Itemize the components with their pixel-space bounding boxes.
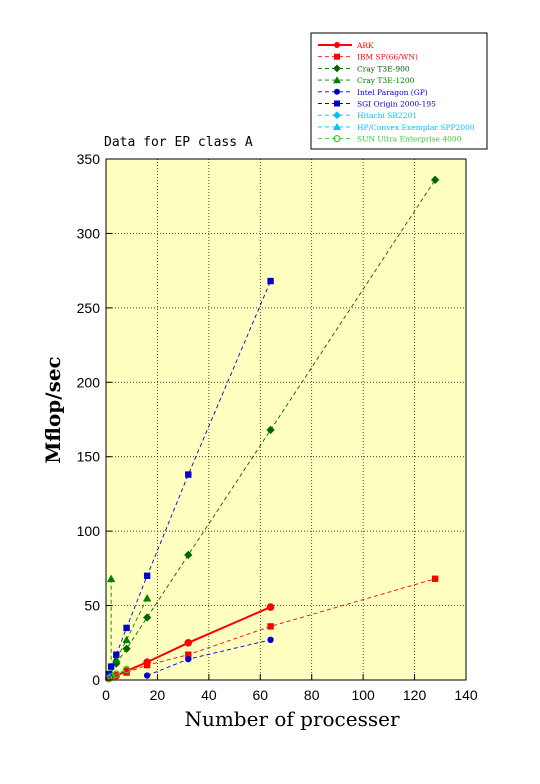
data-point — [267, 636, 274, 644]
legend-label: Hitachi SR2201 — [357, 111, 417, 120]
axis-ticks: 0 20 40 60 80 100 120 140 0 50 100 150 200 250 300 350 — [77, 151, 478, 703]
legend-label: ARK — [356, 41, 374, 50]
legend-item: HP/Convex Exemplar SPP2000 — [318, 123, 475, 132]
legend-item: SGI Origin 2000-195 — [318, 100, 436, 109]
legend-label: IBM SP(66/WN) — [357, 53, 418, 62]
legend-marker — [333, 64, 341, 73]
legend-marker — [334, 100, 340, 107]
x-tick-label: 120 — [403, 687, 427, 703]
data-point — [142, 593, 152, 602]
legend-label: Intel Paragon (GP) — [357, 88, 428, 97]
legend: ARK IBM SP(66/WN) Cray T3E-900 Cray T3E-120… — [310, 32, 488, 150]
series-line — [115, 179, 436, 664]
legend-marker — [333, 76, 341, 84]
x-tick-label: 80 — [304, 687, 320, 703]
legend-label: SGI Origin 2000-195 — [357, 100, 436, 109]
data-point — [123, 624, 130, 632]
data-point — [185, 651, 192, 658]
y-axis-label: Mflop/sec — [41, 356, 65, 463]
data-point — [431, 575, 439, 582]
legend-marker — [333, 111, 341, 120]
legend-label: HP/Convex Exemplar SPP2000 — [357, 123, 475, 132]
data-point — [143, 572, 151, 579]
grid-lines — [106, 159, 466, 680]
x-tick-label: 140 — [454, 687, 478, 703]
series-8 — [104, 665, 131, 683]
x-tick-label: 100 — [351, 687, 375, 703]
y-tick-label: 50 — [84, 598, 100, 614]
legend-label: SUN Ultra Enterprise 4000 — [357, 135, 462, 144]
data-point — [112, 670, 121, 678]
plot-frame — [105, 158, 467, 681]
series-line — [108, 669, 127, 679]
legend-items: ARK IBM SP(66/WN) Cray T3E-900 Cray T3E-120… — [318, 41, 475, 144]
series-layer — [104, 175, 440, 683]
data-point — [142, 613, 152, 622]
legend-item: Intel Paragon (GP) — [318, 88, 428, 97]
data-point — [430, 175, 440, 184]
legend-marker — [334, 53, 340, 60]
legend-item: Cray T3E-900 — [318, 64, 410, 73]
data-point — [122, 635, 131, 644]
chart-title: Data for EP class A — [104, 135, 253, 150]
x-tick-label: 60 — [252, 687, 268, 703]
data-point — [143, 672, 151, 679]
legend-item: ARK — [318, 41, 374, 50]
x-tick-label: 20 — [150, 687, 166, 703]
legend-item: SUN Ultra Enterprise 4000 — [318, 135, 462, 144]
y-tick-label: 0 — [92, 672, 100, 688]
data-point — [185, 655, 192, 663]
legend-marker — [334, 42, 340, 48]
y-tick-label: 100 — [77, 523, 101, 539]
data-point — [267, 623, 274, 630]
data-point — [266, 425, 275, 435]
series-line — [110, 578, 148, 675]
y-tick-label: 250 — [77, 300, 101, 316]
data-point — [143, 661, 151, 669]
legend-marker — [333, 135, 341, 143]
y-tick-label: 150 — [77, 449, 101, 465]
x-tick-label: 40 — [201, 687, 217, 703]
data-point — [184, 638, 193, 647]
data-point — [122, 644, 131, 653]
data-point — [266, 603, 275, 611]
legend-label: Cray T3E-1200 — [357, 76, 415, 85]
y-tick-label: 300 — [77, 225, 101, 241]
legend-label: Cray T3E-900 — [357, 64, 410, 73]
data-point — [122, 665, 131, 674]
data-point — [113, 651, 120, 658]
series-5 — [105, 277, 274, 678]
data-point — [185, 471, 192, 478]
plot-area — [106, 159, 466, 680]
data-point — [106, 574, 116, 583]
x-tick-label: 0 — [102, 687, 110, 703]
y-tick-label: 200 — [77, 374, 101, 390]
legend-item: IBM SP(66/WN) — [318, 53, 418, 62]
y-tick-label: 350 — [77, 151, 101, 167]
x-axis-label: Number of processer — [184, 707, 400, 731]
data-point — [267, 277, 274, 285]
legend-marker — [333, 123, 341, 131]
legend-item: Hitachi SR2201 — [318, 111, 417, 120]
data-point — [184, 550, 193, 560]
legend-marker — [334, 88, 340, 95]
data-point — [105, 670, 112, 678]
legend-item: Cray T3E-1200 — [318, 76, 415, 85]
data-point — [107, 663, 115, 670]
series-4 — [143, 636, 274, 679]
